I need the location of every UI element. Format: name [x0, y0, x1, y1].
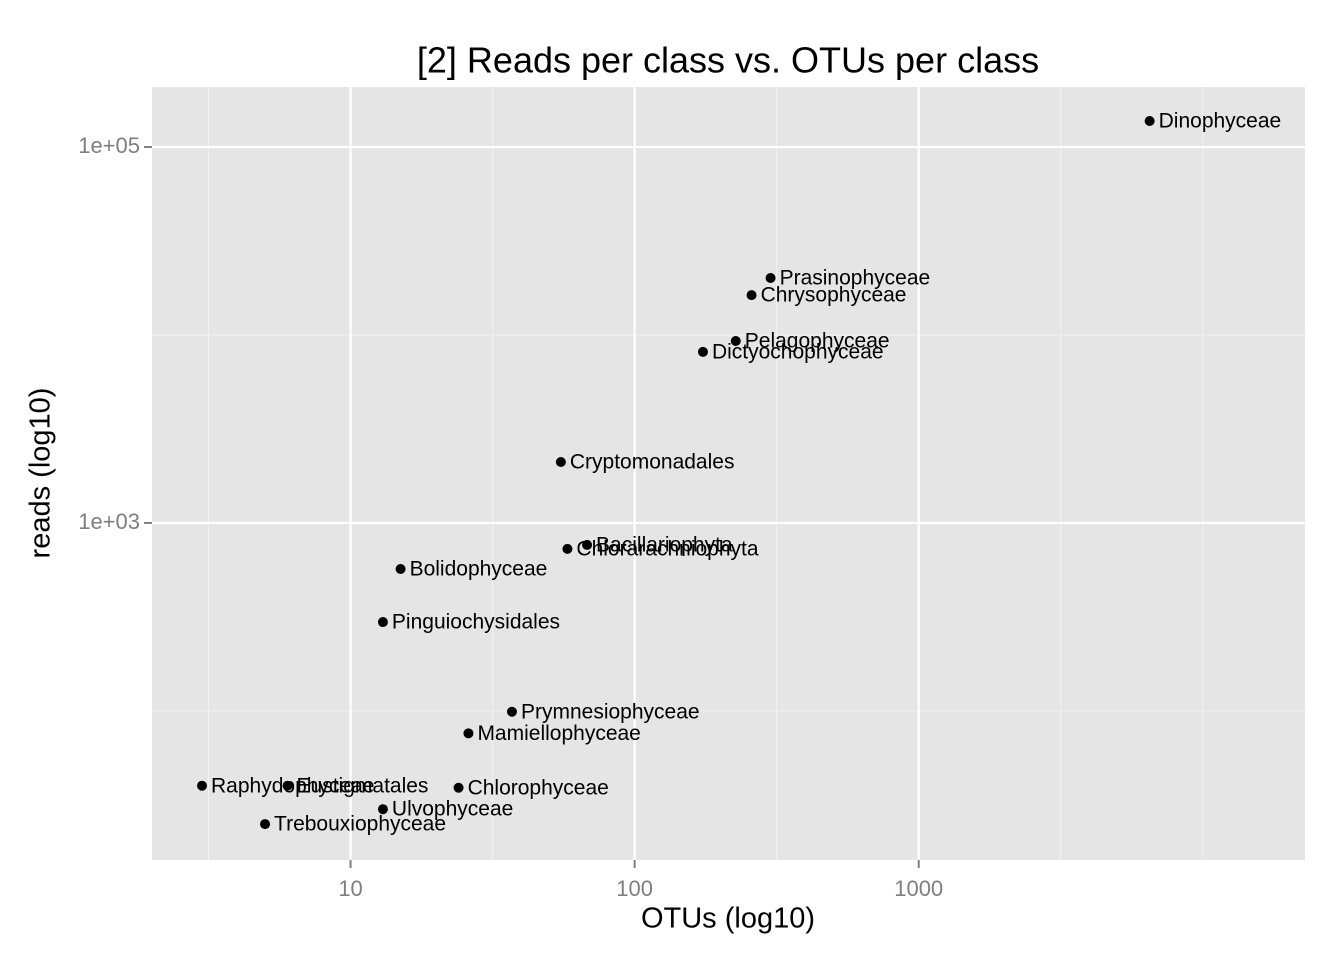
point	[282, 780, 293, 791]
point	[197, 780, 208, 791]
point-label: Chlorarachniophyta	[576, 537, 758, 560]
point	[395, 563, 406, 574]
point	[377, 617, 388, 628]
point-label: Eustigmatales	[297, 774, 429, 797]
y-tick-label: 1e+05	[78, 133, 140, 158]
point	[730, 335, 741, 346]
x-axis-title: OTUs (log10)	[641, 903, 815, 935]
point	[746, 290, 757, 301]
panel	[152, 87, 1305, 860]
point-label: Chrysophyceae	[761, 284, 907, 307]
y-axis-title: reads (log10)	[25, 388, 57, 559]
point-label: Dinophyceae	[1159, 110, 1282, 133]
x-tick-label: 1000	[894, 876, 943, 901]
point	[506, 706, 517, 717]
point-label: Dictyochophyceae	[712, 340, 884, 363]
point	[1144, 116, 1155, 127]
point-label: Pelagophyceae	[745, 330, 890, 353]
point-label: Ulvophyceae	[392, 798, 513, 821]
point-label: Bolidophyceae	[410, 558, 548, 581]
point	[562, 543, 573, 554]
point	[765, 272, 776, 283]
x-tick-label: 10	[338, 876, 362, 901]
point-label: Chlorophyceae	[468, 776, 609, 799]
point-label: Raphydophyceae	[211, 774, 374, 797]
point	[582, 539, 593, 550]
point	[377, 804, 388, 815]
y-tick-label: 1e+03	[78, 509, 140, 534]
point	[555, 456, 566, 467]
point-label: Trebouxiophyceae	[274, 813, 446, 836]
chart-title: [2] Reads per class vs. OTUs per class	[417, 40, 1039, 81]
point-label: Cryptomonadales	[570, 451, 735, 474]
point	[260, 819, 271, 830]
point-label: Pinguiochysidales	[392, 611, 560, 634]
point-label: Bacillariophyta	[596, 533, 733, 556]
point-label: Mamiellophyceae	[477, 722, 640, 745]
point-label: Prasinophyceae	[780, 267, 931, 290]
point	[453, 782, 464, 793]
point	[463, 728, 474, 739]
point	[697, 346, 708, 357]
point-label: Prymnesiophyceae	[521, 700, 700, 723]
x-tick-label: 100	[616, 876, 653, 901]
